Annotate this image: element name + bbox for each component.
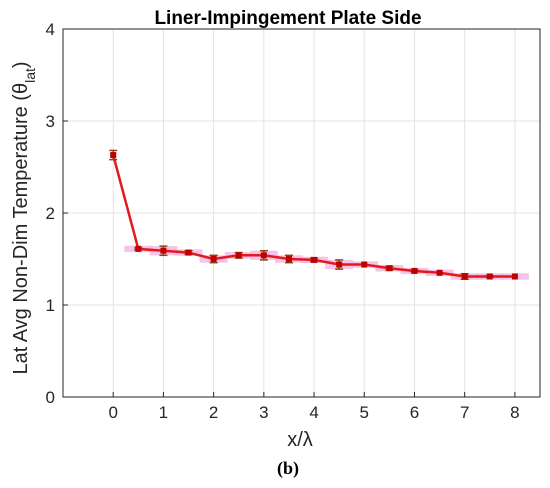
grid-lines bbox=[63, 28, 540, 398]
x-tick-label: 6 bbox=[410, 403, 419, 422]
data-point bbox=[185, 249, 192, 256]
y-tick-label: 0 bbox=[46, 388, 55, 407]
data-point bbox=[210, 256, 217, 262]
data-point bbox=[135, 245, 142, 252]
data-point bbox=[436, 269, 443, 276]
data-point bbox=[285, 256, 292, 262]
data-point bbox=[336, 261, 343, 268]
y-tick-label: 4 bbox=[46, 20, 55, 39]
x-tick-label: 4 bbox=[309, 403, 318, 422]
data-point bbox=[110, 152, 117, 159]
chart-title: Liner-Impingement Plate Side bbox=[154, 8, 421, 29]
y-axis-label: Lat Avg Non-Dim Temperature (θlat) bbox=[10, 61, 38, 374]
x-tick-label: 7 bbox=[460, 403, 469, 422]
data-series bbox=[109, 149, 518, 280]
data-point bbox=[461, 273, 468, 280]
x-tick-label: 1 bbox=[159, 403, 168, 422]
x-tick-label: 8 bbox=[510, 403, 519, 422]
data-point bbox=[311, 256, 318, 263]
data-point bbox=[486, 273, 493, 280]
data-point bbox=[160, 247, 167, 254]
data-point bbox=[260, 252, 267, 259]
data-point bbox=[361, 261, 368, 268]
plot-area-border bbox=[62, 28, 541, 398]
y-tick-label: 2 bbox=[46, 204, 55, 223]
x-tick-label: 3 bbox=[259, 403, 268, 422]
x-tick-label: 0 bbox=[108, 403, 117, 422]
y-tick-label: 3 bbox=[46, 112, 55, 131]
x-tick-label: 5 bbox=[360, 403, 369, 422]
data-point bbox=[386, 265, 393, 272]
data-point bbox=[511, 273, 518, 280]
y-tick-label: 1 bbox=[46, 296, 55, 315]
x-axis-label: x/λ bbox=[287, 429, 313, 451]
data-point bbox=[235, 252, 242, 259]
figure-caption: (b) bbox=[277, 458, 299, 479]
tick-labels: 0 1 2 3 4 5 6 7 8 0 1 2 3 4 bbox=[46, 20, 520, 422]
x-tick-label: 2 bbox=[209, 403, 218, 422]
data-point bbox=[411, 267, 418, 274]
